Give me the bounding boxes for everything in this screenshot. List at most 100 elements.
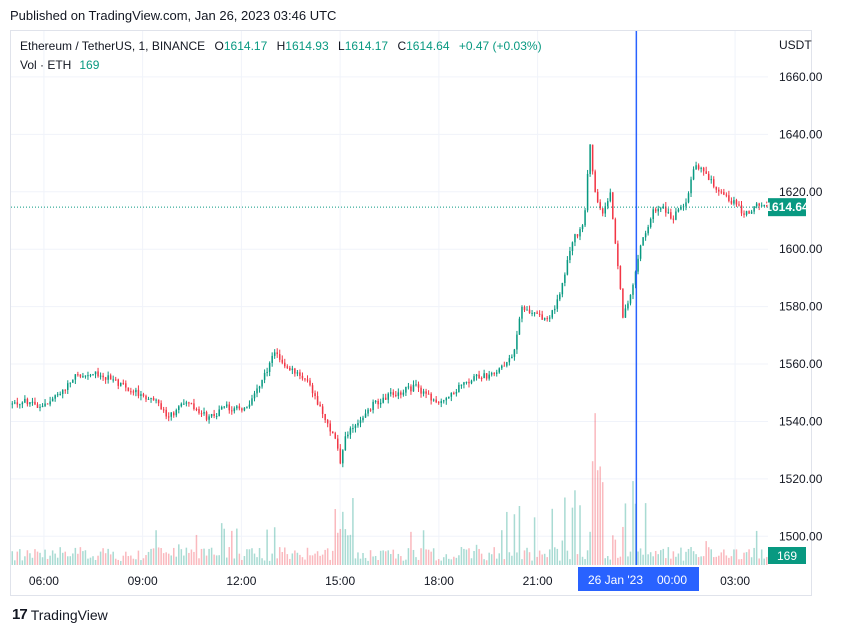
volume-bar <box>233 558 236 565</box>
candle-body <box>718 189 720 192</box>
candle-body <box>77 374 79 376</box>
volume-bar <box>654 550 657 565</box>
candle-body <box>723 192 725 195</box>
candle-body <box>352 428 354 430</box>
candle-body <box>203 412 205 414</box>
volume-bar <box>528 552 531 565</box>
candle-body <box>114 379 117 381</box>
candle-body <box>291 368 294 370</box>
y-tick-label: 1600.00 <box>779 242 823 256</box>
candle-body <box>74 374 77 380</box>
candle-body <box>425 391 427 394</box>
candle-body <box>364 413 367 418</box>
x-tick-label: 18:00 <box>424 574 454 588</box>
volume-bar <box>69 556 72 565</box>
volume-bar <box>367 560 369 565</box>
y-tick-label: 1560.00 <box>779 357 823 371</box>
volume-bar <box>326 548 329 565</box>
x-tick-label: 03:00 <box>720 574 750 588</box>
volume-bar <box>548 549 551 565</box>
candle-body <box>137 389 140 396</box>
candle-body <box>289 367 291 370</box>
x-tick-label: 21:00 <box>523 574 553 588</box>
volume-bar <box>357 552 359 565</box>
volume-bar <box>220 523 223 565</box>
volume-bar <box>660 550 662 565</box>
footer-brand[interactable]: 17 TradingView <box>12 606 108 623</box>
candle-body <box>735 200 738 205</box>
volume-bar <box>379 550 382 565</box>
volume-bar <box>710 549 712 565</box>
candle-body <box>183 403 185 405</box>
volume-bar <box>652 556 654 565</box>
volume-bar <box>291 553 294 565</box>
volume-bar <box>294 550 296 565</box>
volume-bar <box>16 551 19 565</box>
volume-bar <box>251 548 253 565</box>
crosshair-date-text: 26 Jan '23 <box>588 573 643 587</box>
volume-bar <box>347 535 349 565</box>
candle-body <box>314 393 316 397</box>
candle-body <box>241 408 243 411</box>
volume-bar <box>54 553 56 565</box>
volume-bar <box>753 547 755 565</box>
time-axis: 06:00 09:00 12:00 15:00 18:00 21:00 00:00 03:00 <box>29 574 751 588</box>
candle-body <box>687 193 690 203</box>
candle-body <box>145 395 147 400</box>
candle-body <box>99 375 102 377</box>
volume-bar <box>150 548 152 565</box>
candle-body <box>561 283 564 295</box>
volume-bar <box>193 551 195 565</box>
candle-body <box>87 375 89 377</box>
candle-body <box>458 384 460 392</box>
candle-body <box>41 405 44 407</box>
volume-bar <box>261 558 263 565</box>
volume-bar <box>49 555 51 565</box>
volume-bar <box>256 557 258 565</box>
volume-bar <box>758 558 760 565</box>
candle-body <box>304 378 306 380</box>
candle-body <box>690 179 692 194</box>
volume-bar <box>569 559 571 565</box>
candle-body <box>367 409 369 414</box>
candle-body <box>725 194 728 196</box>
volume-bar <box>384 551 387 565</box>
open-value: 1614.17 <box>223 39 268 53</box>
candle-body <box>523 306 526 311</box>
candle-body <box>417 384 420 388</box>
x-tick-label: 15:00 <box>325 574 355 588</box>
volume-bar <box>241 559 243 565</box>
volume-bar <box>180 549 183 565</box>
volume-bar <box>147 551 150 565</box>
volume-bar <box>46 558 49 565</box>
volume-bar <box>432 548 435 565</box>
candle-body <box>218 409 220 416</box>
volume-bar <box>649 552 652 565</box>
candle-body <box>311 385 314 394</box>
volume-bar <box>311 555 314 565</box>
candle-body <box>54 395 56 399</box>
candle-body <box>485 373 488 379</box>
volume-bar <box>39 552 41 565</box>
candle-body <box>685 202 687 207</box>
volume-bar <box>581 556 584 565</box>
volume-bar <box>246 549 248 565</box>
volume-bar <box>665 558 667 565</box>
volume-bar <box>594 413 596 565</box>
volume-bar <box>470 558 473 565</box>
candle-body <box>271 355 273 363</box>
chart-panel[interactable] <box>10 30 812 596</box>
volume-bar <box>442 557 445 565</box>
candle-body <box>463 382 465 385</box>
volume-bar <box>24 556 26 565</box>
candle-body <box>324 413 326 421</box>
volume-bar <box>574 490 576 565</box>
volume-bar <box>551 508 554 565</box>
candle-body <box>503 365 506 367</box>
volume-bar <box>331 550 334 565</box>
volume-bar <box>662 548 665 565</box>
candle-body <box>700 167 702 169</box>
volume-bar <box>19 549 21 565</box>
volume-bar <box>692 551 695 565</box>
